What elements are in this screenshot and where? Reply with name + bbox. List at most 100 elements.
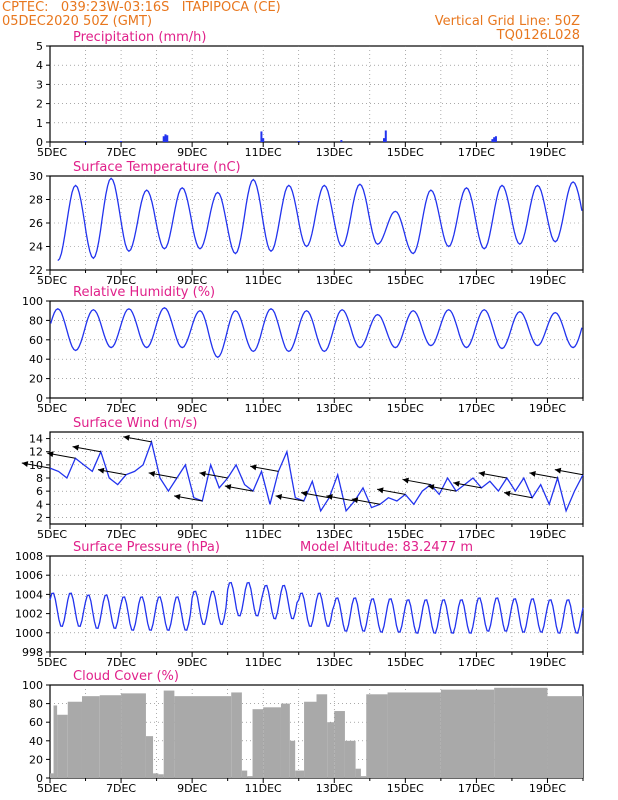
wind-arrow-head — [402, 477, 409, 484]
x-tick-label: 9DEC — [177, 782, 207, 795]
pressure-line — [49, 581, 584, 634]
x-tick-label: 5DEC — [37, 782, 67, 795]
x-tick-label: 7DEC — [106, 528, 136, 541]
x-tick-label: 11DEC — [245, 402, 282, 415]
y-tick-label: 100 — [22, 295, 43, 308]
wind-arrow-head — [529, 470, 536, 477]
cloud-block — [53, 705, 58, 778]
cloud-block — [241, 770, 248, 778]
y-tick-label: 6 — [36, 485, 43, 498]
precip-bar — [494, 136, 497, 142]
x-tick-label: 11DEC — [245, 146, 282, 159]
precip-bar — [260, 131, 263, 142]
cloud-block — [174, 696, 232, 778]
y-tick-label: 1002 — [15, 608, 43, 621]
x-tick-label: 9DEC — [177, 528, 207, 541]
cloud-block — [252, 709, 264, 778]
x-tick-label: 7DEC — [106, 656, 136, 669]
y-tick-label: 1006 — [15, 569, 43, 582]
y-tick-label: 60 — [29, 716, 43, 729]
cloud-block — [57, 714, 68, 778]
wind-arrow-head — [21, 461, 29, 468]
cloud-block — [360, 776, 367, 778]
panel-title: Precipitation (mm/h) — [73, 30, 206, 45]
y-tick-label: 28 — [29, 194, 43, 207]
cloud-block — [494, 687, 548, 778]
panel-1: 22 24 26 28 30 5DEC 7DEC 9DEC 11DEC 13DEC 15DEC 17D… — [29, 160, 584, 287]
x-tick-label: 13DEC — [316, 402, 353, 415]
precip-bar — [164, 134, 167, 142]
cloud-block — [263, 707, 281, 778]
y-tick-label: 80 — [29, 314, 43, 327]
cloud-block — [153, 773, 159, 778]
y-tick-label: 12 — [29, 446, 43, 459]
cloud-block — [547, 696, 583, 778]
panel-title: Surface Wind (m/s) — [73, 416, 197, 431]
wind-arrow-head — [72, 444, 80, 451]
y-tick-label: 0 — [36, 772, 43, 785]
y-tick-label: 14 — [29, 433, 43, 446]
x-tick-label: 5DEC — [37, 274, 67, 287]
y-tick-label: 998 — [22, 646, 43, 659]
cloud-block — [304, 701, 317, 778]
panel-5: 0 20 40 60 80 100 5DEC 7DEC 9DEC 11DEC 13DEC 15DEC 1… — [22, 669, 584, 795]
x-tick-label: 19DEC — [529, 528, 566, 541]
wind-arrow-head — [174, 493, 181, 500]
cloud-block — [163, 690, 175, 778]
precip-bar — [166, 135, 169, 142]
y-tick-label: 0 — [36, 136, 43, 149]
y-tick-label: 2 — [36, 98, 43, 111]
panel-frame — [49, 45, 584, 143]
panel-3: 24681012145DEC7DEC9DEC11DEC13DEC15DEC17D… — [21, 416, 584, 541]
x-tick-label: 15DEC — [387, 782, 424, 795]
x-tick-label: 9DEC — [177, 274, 207, 287]
x-tick-label: 11DEC — [245, 274, 282, 287]
header-datetime: 05DEC2020 50Z (GMT) — [2, 14, 153, 29]
x-tick-label: 7DEC — [106, 402, 136, 415]
wind-arrow-head — [250, 464, 257, 471]
wind-speed-line — [49, 439, 584, 513]
cloud-block — [327, 722, 335, 778]
x-tick-label: 13DEC — [316, 274, 353, 287]
cloud-block — [145, 736, 154, 778]
x-tick-label: 5DEC — [37, 528, 67, 541]
x-tick-label: 9DEC — [177, 656, 207, 669]
y-tick-label: 1004 — [15, 588, 43, 601]
wind-arrow-head — [199, 470, 206, 477]
wind-arrow-head — [326, 493, 333, 500]
wind-arrow-head — [427, 484, 435, 491]
wind-arrow-head — [453, 480, 460, 487]
x-tick-label: 19DEC — [529, 782, 566, 795]
x-tick-label: 5DEC — [37, 146, 67, 159]
precip-bar — [162, 136, 165, 142]
panel-annotation: Model Altitude: 83.2477 m — [300, 540, 473, 555]
panel-4: 998 1000 1002 1004 1006 1008 5DEC 7DEC 9DEC 11DEC… — [15, 540, 584, 669]
x-tick-label: 11DEC — [245, 782, 282, 795]
x-tick-label: 15DEC — [387, 146, 424, 159]
x-tick-label: 17DEC — [458, 528, 495, 541]
y-tick-label: 80 — [29, 698, 43, 711]
y-tick-label: 2 — [36, 511, 43, 524]
x-tick-label: 15DEC — [387, 274, 424, 287]
panel-frame — [49, 431, 584, 525]
cloud-block — [231, 692, 242, 778]
wind-arrow-head — [504, 490, 511, 497]
precip-bar — [262, 138, 265, 142]
cloud-block — [316, 694, 328, 778]
cloud-block — [280, 703, 290, 778]
y-tick-label: 60 — [29, 334, 43, 347]
x-tick-label: 17DEC — [458, 146, 495, 159]
cloud-block — [50, 773, 54, 778]
y-tick-label: 20 — [29, 753, 43, 766]
cloud-block — [355, 768, 361, 778]
x-tick-label: 17DEC — [458, 402, 495, 415]
precip-bar — [297, 141, 300, 142]
y-tick-label: 40 — [29, 735, 43, 748]
cloud-block — [99, 695, 122, 778]
wind-arrow-head — [275, 493, 283, 500]
panel-2: 0 20 40 60 80 100 5DEC 7DEC 9DEC 11DEC 13DEC 15DEC 1… — [22, 285, 584, 415]
cloud-block — [67, 701, 82, 778]
cloud-block — [440, 689, 495, 778]
cloud-block — [158, 774, 164, 778]
